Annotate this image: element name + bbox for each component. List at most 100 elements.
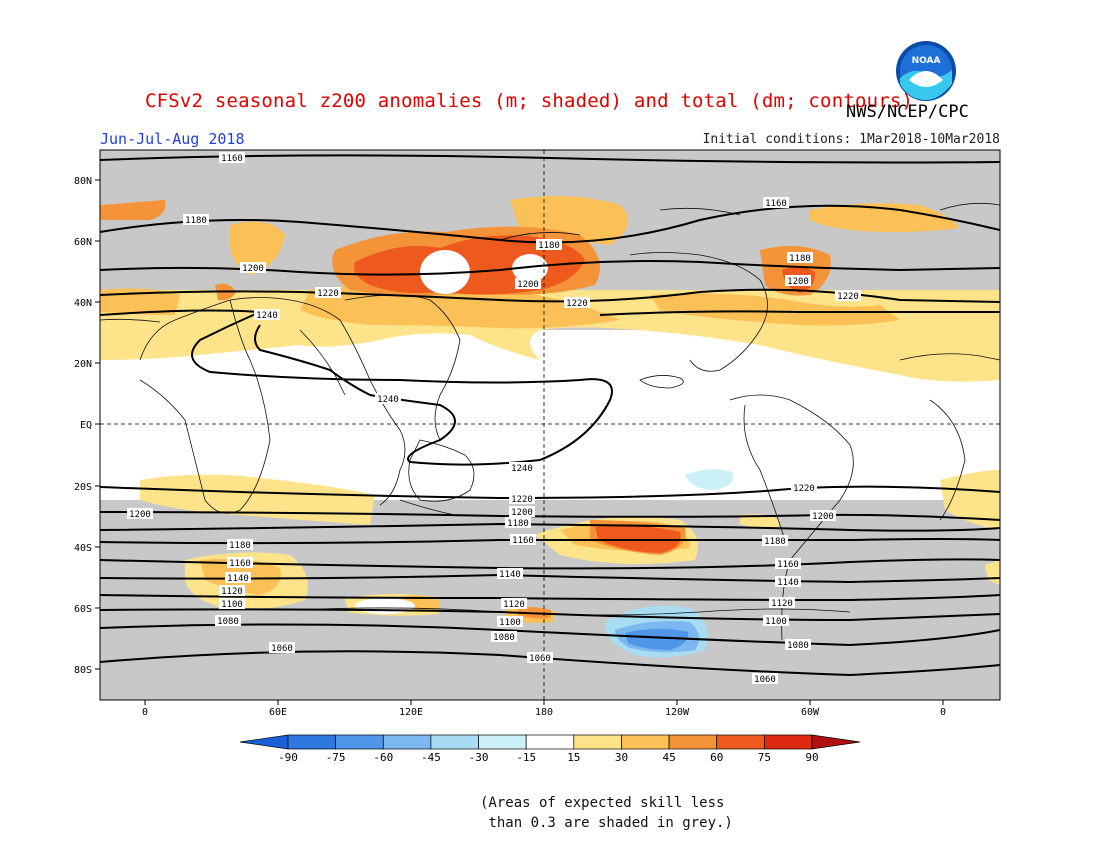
colorbar-tick-label: -60 [373,751,393,764]
contour-label-text: 1080 [493,633,515,643]
lat-label: 80N [74,176,92,187]
contour-label: 1140 [775,576,801,588]
contour-label: 1060 [527,652,553,664]
contour-label: 1200 [785,275,811,287]
lon-label: 0 [940,707,946,718]
lat-label: EQ [80,420,92,431]
lon-label: 120E [399,707,423,718]
contour-label: 1220 [564,297,590,309]
contour-label-text: 1080 [787,641,809,651]
colorbar-swatch [573,734,622,750]
lat-label: 40N [74,298,92,309]
colorbar: -90 -75 -60 -45 -30 -15 15 30 45 60 75 90 [239,734,861,764]
lat-label: 80S [74,665,92,676]
noaa-logo: NOAA [896,41,956,101]
lat-label: 20S [74,482,92,493]
contour-label: 1120 [769,597,795,609]
skill-note: (Areas of expected skill less than 0.3 a… [480,793,733,833]
contour-label: 1080 [215,615,241,627]
lon-label: 120W [665,707,690,718]
contour-label: 1060 [269,642,295,654]
contour-label-text: 1220 [317,289,339,299]
colorbar-swatch [764,734,813,750]
contour-label: 1160 [763,197,789,209]
colorbar-tick-label: 30 [615,751,628,764]
contour-label-text: 1120 [221,587,243,597]
contour-label: 1180 [183,214,209,226]
map-axes: 80N 60N 40N 20N EQ 20S 40S 60S 80S 0 60E 120E 180 120… [74,176,946,718]
contour-label-text: 1200 [511,508,533,518]
contour-label-text: 1160 [221,154,243,164]
contour-label-text: 1240 [256,311,278,321]
contour-label-text: 1180 [789,254,811,264]
colorbar-tick-label: 60 [710,751,723,764]
contour-label-text: 1060 [529,654,551,664]
contour-label-text: 1060 [271,644,293,654]
contour-label-text: 1160 [512,536,534,546]
lon-label: 60E [269,707,287,718]
contour-label: 1160 [510,534,536,546]
contour-label-text: 1100 [499,618,521,628]
contour-label: 1140 [225,572,251,584]
contour-label: 1060 [752,673,778,685]
lon-label: 180 [535,707,553,718]
contour-label: 1180 [762,535,788,547]
contour-label-text: 1180 [229,541,251,551]
contour-label: 1080 [491,631,517,643]
contour-label-text: 1220 [566,299,588,309]
colorbar-tick-label: 90 [805,751,818,764]
lat-label: 40S [74,543,92,554]
contour-label-text: 1180 [764,537,786,547]
contour-label-text: 1220 [793,484,815,494]
contour-label: 1100 [219,598,245,610]
contour-label: 1240 [254,309,280,321]
colorbar-tick-label: -45 [421,751,441,764]
map-title: CFSv2 seasonal z200 anomalies (m; shaded… [145,90,914,112]
contour-label-text: 1120 [771,599,793,609]
contour-label: 1220 [835,290,861,302]
colorbar-swatch [382,734,432,750]
contour-label: 1240 [509,462,535,474]
colorbar-tick-label: -75 [326,751,346,764]
contour-label: 1160 [227,557,253,569]
contour-label: 1160 [775,558,801,570]
skill-note-line2: than 0.3 are shaded in grey.) [480,815,733,831]
colorbar-tick-label: -15 [516,751,536,764]
total-contours [100,154,1000,677]
contour-label-text: 1100 [765,617,787,627]
season-label: Jun-Jul-Aug 2018 [100,130,245,148]
contour-label: 1180 [227,539,253,551]
contour-label-text: 1200 [242,264,264,274]
contour-label: 1160 [219,152,245,164]
lat-label: 20N [74,359,92,370]
contour-label-text: 1140 [777,578,799,588]
colorbar-tick-label: 15 [567,751,580,764]
lat-label: 60S [74,604,92,615]
contour-label-text: 1140 [499,570,521,580]
noaa-logo-text: NOAA [912,56,941,66]
contour-label-text: 1100 [221,600,243,610]
colorbar-swatch [335,734,384,750]
contour-label-text: 1140 [227,574,249,584]
contour-label: 1180 [787,252,813,264]
colorbar-swatch [287,734,336,750]
contour-label-text: 1200 [129,510,151,520]
contour-label: 1180 [505,517,531,529]
colorbar-swatch [478,734,527,750]
contour-label-text: 1200 [517,280,539,290]
contour-label-text: 1120 [503,600,525,610]
contour-label-text: 1160 [229,559,251,569]
contour-label-text: 1080 [217,617,239,627]
colorbar-tick-label: 45 [662,751,675,764]
contour-label-text: 1180 [538,241,560,251]
contour-label: 1120 [219,585,245,597]
contour-label: 1240 [375,393,401,405]
contour-label-text: 1180 [185,216,207,226]
anomaly-30-45 [100,196,960,623]
skill-note-line1: (Areas of expected skill less [480,795,725,811]
map-frame [99,149,1001,701]
colorbar-tick-label: 75 [758,751,771,764]
contour-label-text: 1220 [837,292,859,302]
colorbar-swatch [716,734,765,750]
